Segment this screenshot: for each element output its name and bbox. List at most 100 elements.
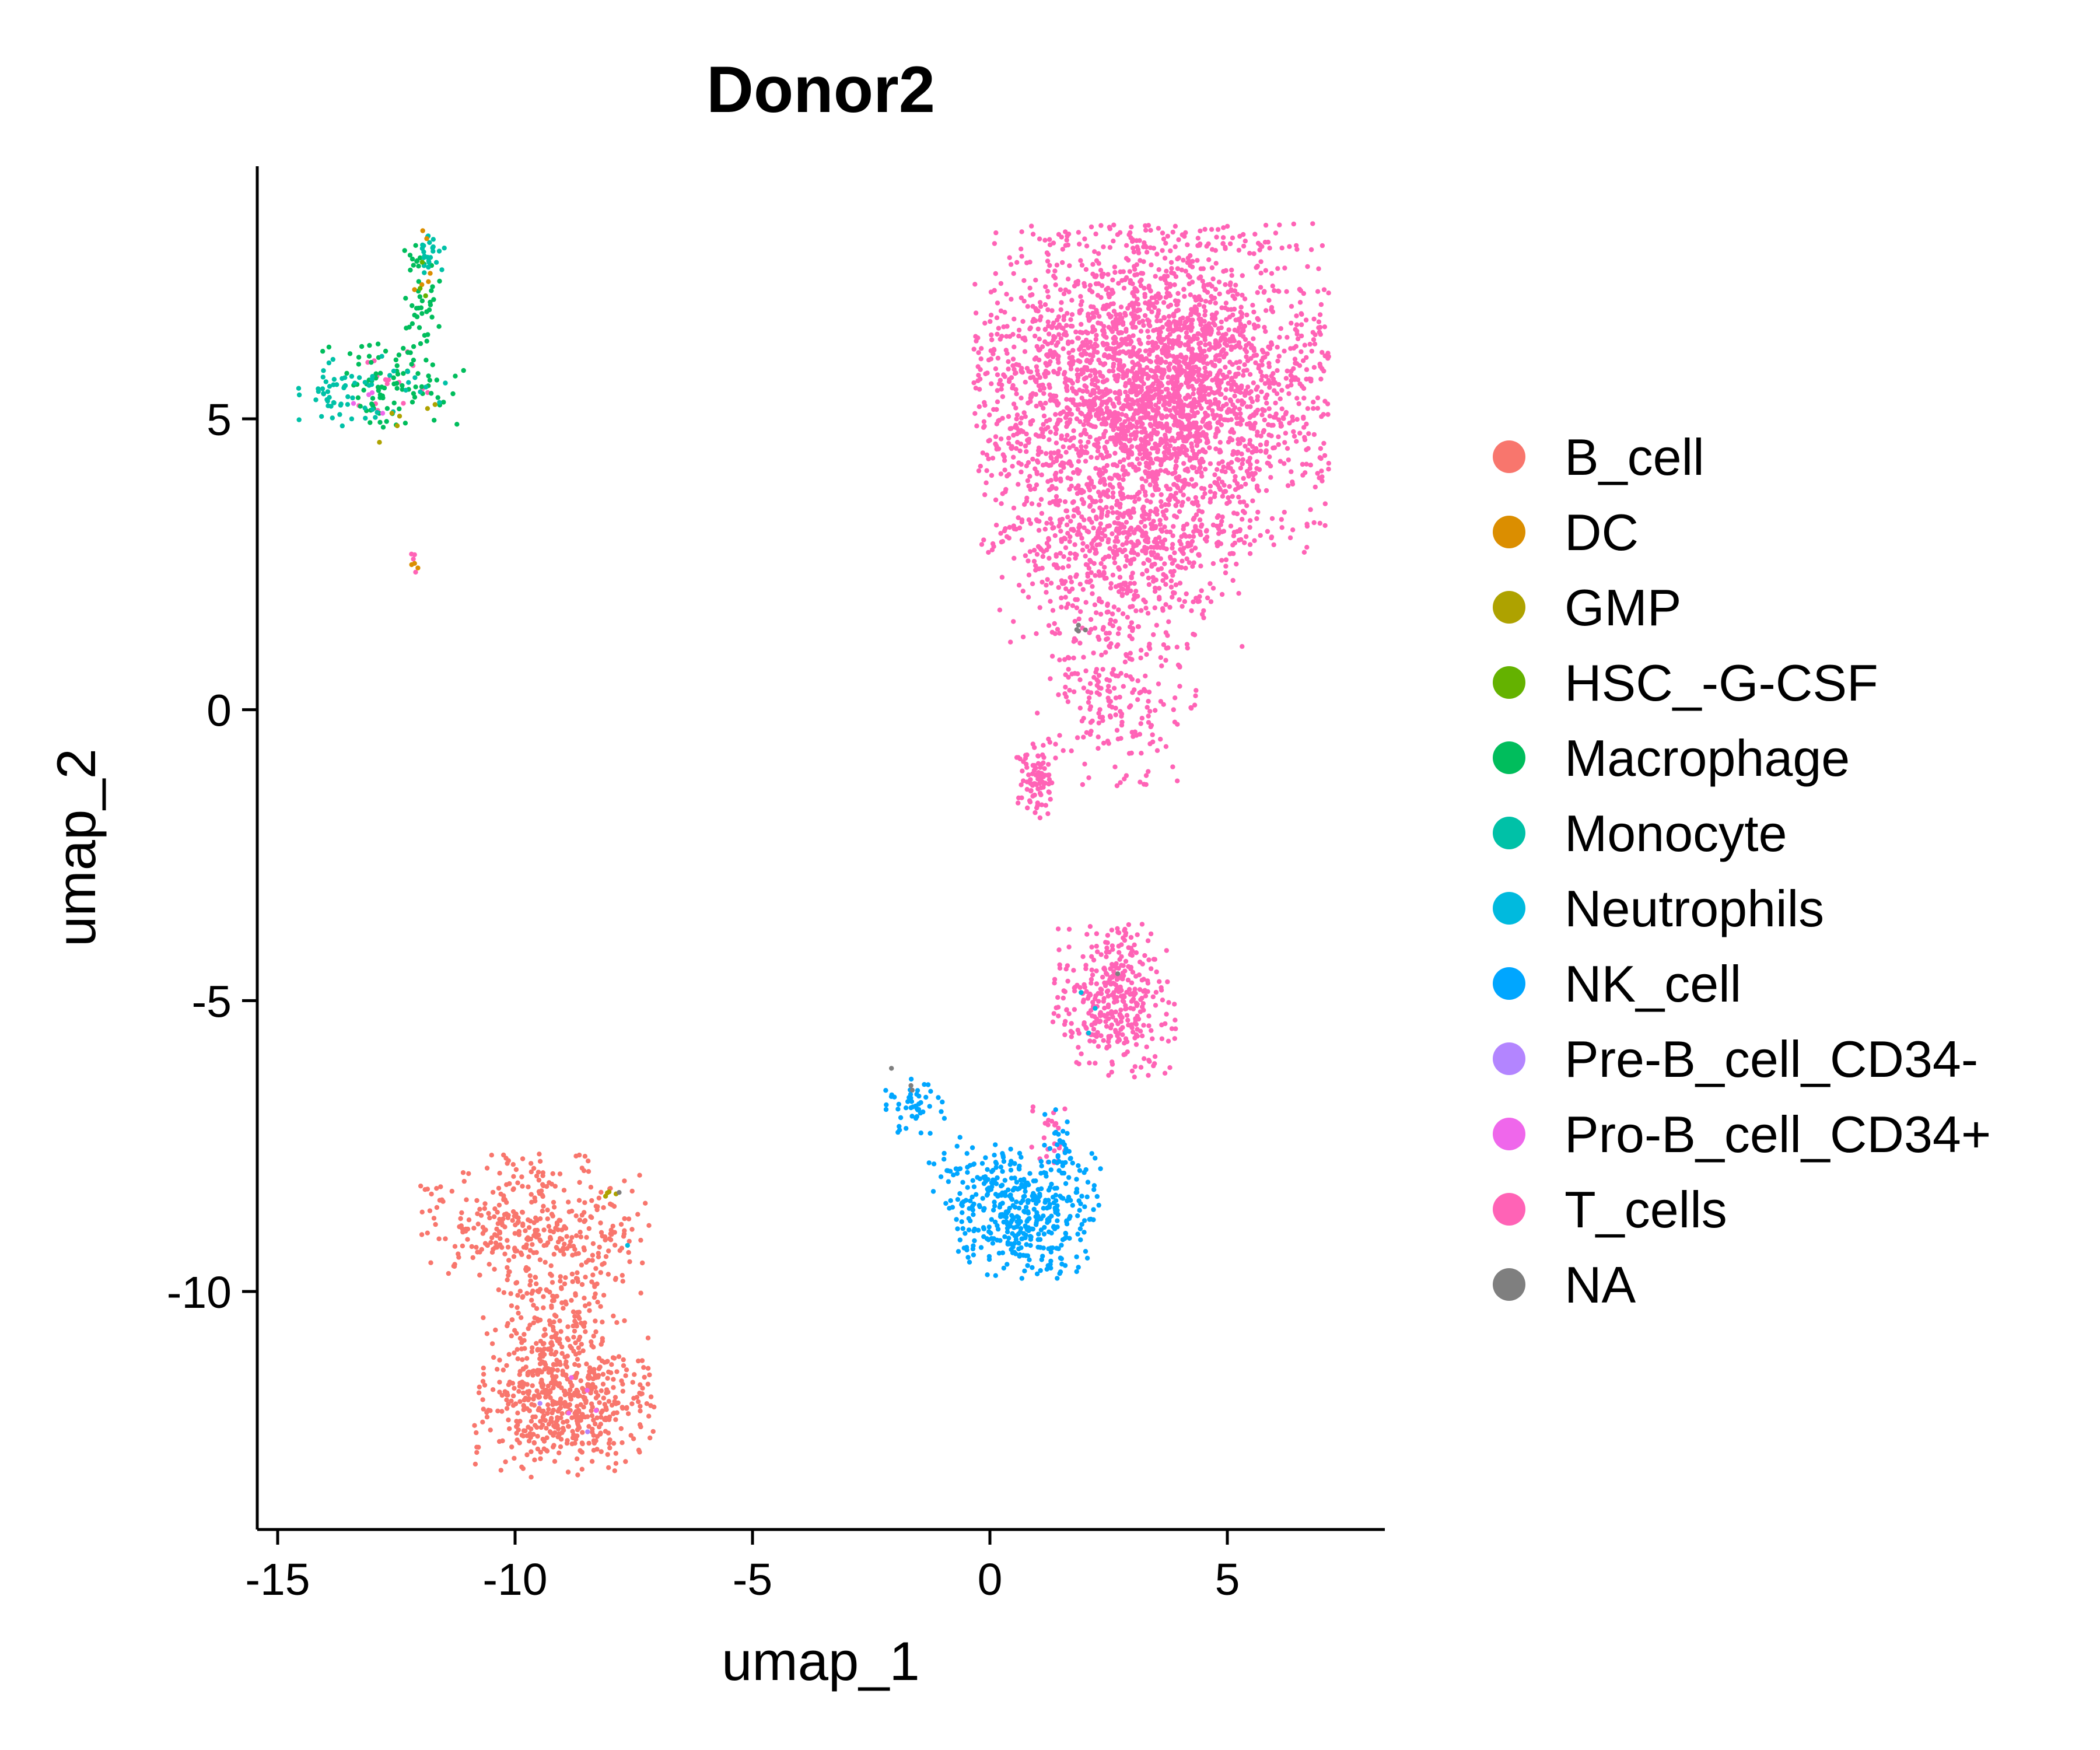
point-t-cells bbox=[1172, 438, 1177, 444]
point-t-cells bbox=[1254, 387, 1259, 392]
point-t-cells bbox=[1194, 469, 1199, 475]
point-t-cells bbox=[1146, 1023, 1152, 1028]
point-t-cells bbox=[1000, 539, 1006, 544]
point-t-cells bbox=[994, 315, 1000, 320]
point-t-cells bbox=[1078, 410, 1083, 415]
point-t-cells bbox=[1202, 313, 1208, 318]
point-t-cells bbox=[1172, 695, 1178, 701]
point-t-cells bbox=[1121, 285, 1127, 291]
point-t-cells bbox=[1308, 463, 1313, 468]
point-t-cells bbox=[1047, 237, 1052, 242]
point-t-cells bbox=[1212, 472, 1217, 478]
point-t-cells bbox=[1131, 401, 1136, 407]
point-t-cells bbox=[1091, 349, 1097, 355]
point-t-cells bbox=[1162, 561, 1167, 566]
point-b-cell bbox=[484, 1242, 490, 1248]
point-t-cells bbox=[1094, 1034, 1100, 1040]
point-t-cells bbox=[1035, 753, 1041, 758]
point-t-cells bbox=[1023, 443, 1028, 449]
point-t-cells bbox=[1210, 408, 1215, 414]
point-t-cells bbox=[1145, 536, 1151, 541]
point-t-cells bbox=[1147, 641, 1152, 647]
point-t-cells bbox=[1182, 426, 1188, 432]
point-t-cells bbox=[973, 386, 979, 391]
point-t-cells bbox=[1213, 286, 1219, 292]
point-b-cell bbox=[635, 1212, 640, 1217]
point-t-cells bbox=[1150, 492, 1156, 498]
point-t-cells bbox=[1117, 575, 1123, 580]
point-t-cells bbox=[1105, 1039, 1111, 1044]
point-t-cells bbox=[1106, 1073, 1111, 1078]
point-t-cells bbox=[1174, 421, 1179, 426]
point-t-cells bbox=[1283, 411, 1289, 416]
point-t-cells bbox=[1097, 596, 1102, 601]
point-t-cells bbox=[1230, 578, 1236, 583]
point-t-cells bbox=[1231, 449, 1236, 454]
point-t-cells bbox=[1129, 390, 1135, 395]
point-t-cells bbox=[1177, 580, 1183, 586]
point-t-cells bbox=[1252, 232, 1258, 237]
point-t-cells bbox=[1135, 678, 1140, 684]
point-t-cells bbox=[1132, 494, 1138, 500]
point-t-cells bbox=[982, 492, 988, 498]
point-t-cells bbox=[1117, 459, 1123, 464]
point-t-cells bbox=[1315, 471, 1320, 476]
point-t-cells bbox=[1156, 226, 1161, 231]
point-t-cells bbox=[1318, 446, 1324, 452]
point-b-cell bbox=[538, 1216, 543, 1222]
point-t-cells bbox=[1192, 455, 1198, 460]
point-t-cells bbox=[1229, 438, 1235, 443]
point-t-cells bbox=[1022, 349, 1028, 354]
point-b-cell bbox=[452, 1244, 458, 1249]
point-t-cells bbox=[1312, 484, 1318, 490]
point-t-cells bbox=[1108, 715, 1114, 720]
point-t-cells bbox=[1060, 995, 1066, 1001]
point-t-cells bbox=[1143, 673, 1148, 679]
point-t-cells bbox=[1208, 425, 1213, 430]
point-t-cells bbox=[1123, 428, 1128, 434]
point-t-cells bbox=[1298, 333, 1304, 339]
point-t-cells bbox=[1088, 414, 1093, 419]
point-t-cells bbox=[1153, 555, 1158, 560]
point-t-cells bbox=[1231, 409, 1236, 414]
point-b-cell bbox=[596, 1254, 601, 1259]
point-t-cells bbox=[1129, 657, 1135, 662]
point-t-cells bbox=[1045, 577, 1050, 582]
point-t-cells bbox=[1143, 348, 1149, 354]
point-t-cells bbox=[1031, 548, 1037, 553]
point-t-cells bbox=[1142, 285, 1147, 291]
point-t-cells bbox=[1111, 555, 1117, 561]
point-t-cells bbox=[1167, 400, 1172, 405]
point-t-cells bbox=[1014, 755, 1020, 760]
point-t-cells bbox=[1057, 733, 1062, 738]
point-b-cell bbox=[593, 1329, 598, 1335]
point-t-cells bbox=[1141, 370, 1146, 376]
point-t-cells bbox=[1182, 477, 1188, 483]
point-t-cells bbox=[1028, 419, 1034, 425]
point-t-cells bbox=[1020, 318, 1026, 324]
point-t-cells bbox=[987, 412, 992, 418]
point-b-cell bbox=[520, 1222, 526, 1227]
point-t-cells bbox=[1223, 557, 1229, 562]
point-t-cells bbox=[1033, 432, 1039, 438]
point-t-cells bbox=[1144, 365, 1150, 370]
point-t-cells bbox=[1205, 534, 1210, 540]
point-t-cells bbox=[1062, 1106, 1068, 1112]
point-t-cells bbox=[1067, 539, 1072, 544]
point-t-cells bbox=[1161, 316, 1167, 321]
point-b-cell bbox=[569, 1235, 575, 1240]
point-t-cells bbox=[1103, 1019, 1108, 1024]
point-t-cells bbox=[1227, 314, 1233, 320]
point-t-cells bbox=[1091, 1039, 1097, 1044]
point-b-cell bbox=[484, 1331, 490, 1336]
point-t-cells bbox=[1041, 386, 1047, 391]
point-t-cells bbox=[1021, 778, 1026, 783]
point-t-cells bbox=[1082, 982, 1087, 988]
point-b-cell bbox=[529, 1199, 534, 1205]
point-b-cell bbox=[596, 1366, 601, 1371]
point-t-cells bbox=[1046, 1118, 1051, 1123]
point-t-cells bbox=[1141, 323, 1146, 328]
point-t-cells bbox=[1198, 228, 1203, 234]
point-t-cells bbox=[1089, 967, 1094, 973]
point-t-cells bbox=[1264, 400, 1269, 406]
